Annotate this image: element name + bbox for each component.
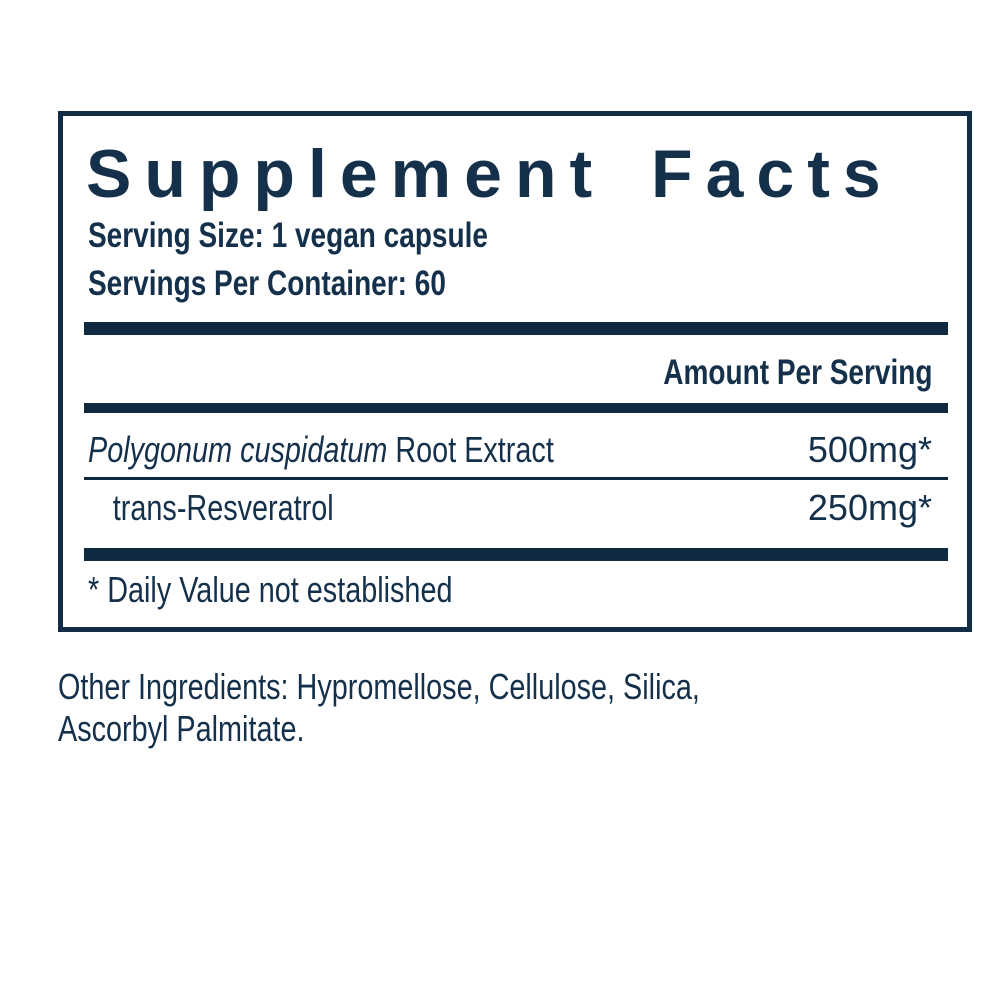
ingredient-amount: 250mg*	[807, 487, 932, 528]
amount-per-serving-text: Amount Per Serving	[662, 353, 932, 392]
table-rule-thick-top	[84, 322, 948, 335]
row-divider-thin	[84, 477, 948, 480]
serving-size-line: Serving Size: 1 vegan capsule	[88, 218, 588, 253]
daily-value-footnote-text: * Daily Value not established	[88, 569, 453, 610]
table-rule-thick-middle	[84, 403, 948, 413]
other-ingredients-text: Other Ingredients: Hypromellose, Cellulo…	[58, 666, 700, 749]
ingredient-name-latin: Polygonum cuspidatum	[88, 429, 388, 470]
supplement-facts-box: Supplement Facts Serving Size: 1 vegan c…	[58, 111, 972, 632]
ingredient-name: Polygonum cuspidatum Root Extract	[88, 432, 554, 468]
amount-per-serving-header: Amount Per Serving	[596, 355, 932, 390]
servings-per-container-text: Servings Per Container: 60	[88, 264, 446, 303]
facts-title: Supplement Facts	[86, 136, 894, 212]
daily-value-footnote: * Daily Value not established	[88, 572, 544, 608]
ingredient-name-rest: trans-Resveratrol	[112, 487, 334, 528]
table-rule-thick-bottom	[84, 548, 948, 561]
servings-per-container-line: Servings Per Container: 60	[88, 266, 535, 301]
ingredient-row-resveratrol: trans-Resveratrol 250mg*	[88, 490, 932, 526]
ingredient-row-polygonum: Polygonum cuspidatum Root Extract 500mg*	[88, 432, 932, 468]
ingredient-amount: 500mg*	[807, 429, 932, 470]
ingredient-name: trans-Resveratrol	[88, 490, 334, 526]
serving-size-text: Serving Size: 1 vegan capsule	[88, 216, 488, 255]
ingredient-name-rest: Root Extract	[387, 429, 554, 470]
